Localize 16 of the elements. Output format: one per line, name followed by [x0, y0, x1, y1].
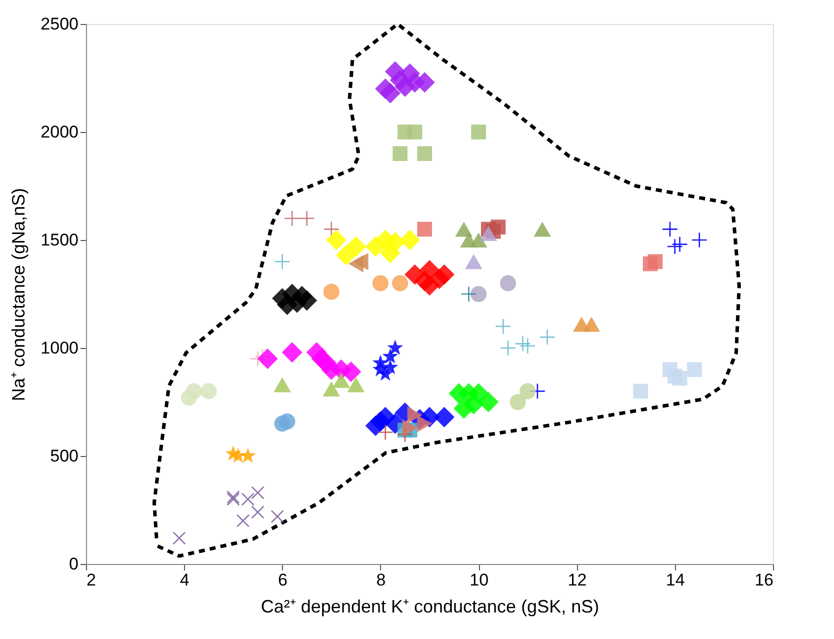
y-tick-label: 500: [50, 446, 78, 466]
y-axis-title: Na⁺ conductance (gNa,nS): [8, 188, 29, 402]
x-tick-label: 4: [180, 570, 190, 590]
y-tick-label: 0: [69, 554, 78, 574]
x-tick-label: 2: [86, 570, 96, 590]
x-tick-label: 16: [754, 570, 774, 590]
x-tick-label: 10: [470, 570, 489, 590]
y-tick-label: 1000: [40, 338, 78, 358]
y-tick-label: 2000: [40, 122, 78, 142]
x-tick-label: 8: [376, 570, 386, 590]
x-tick-label: 14: [666, 570, 685, 590]
x-axis-title: Ca²⁺ dependent K⁺ conductance (gSK, nS): [260, 596, 600, 616]
x-tick-label: 6: [278, 570, 288, 590]
y-tick-label: 1500: [40, 230, 78, 250]
y-tick-label: 2500: [40, 14, 78, 34]
x-tick-label: 12: [568, 570, 587, 590]
